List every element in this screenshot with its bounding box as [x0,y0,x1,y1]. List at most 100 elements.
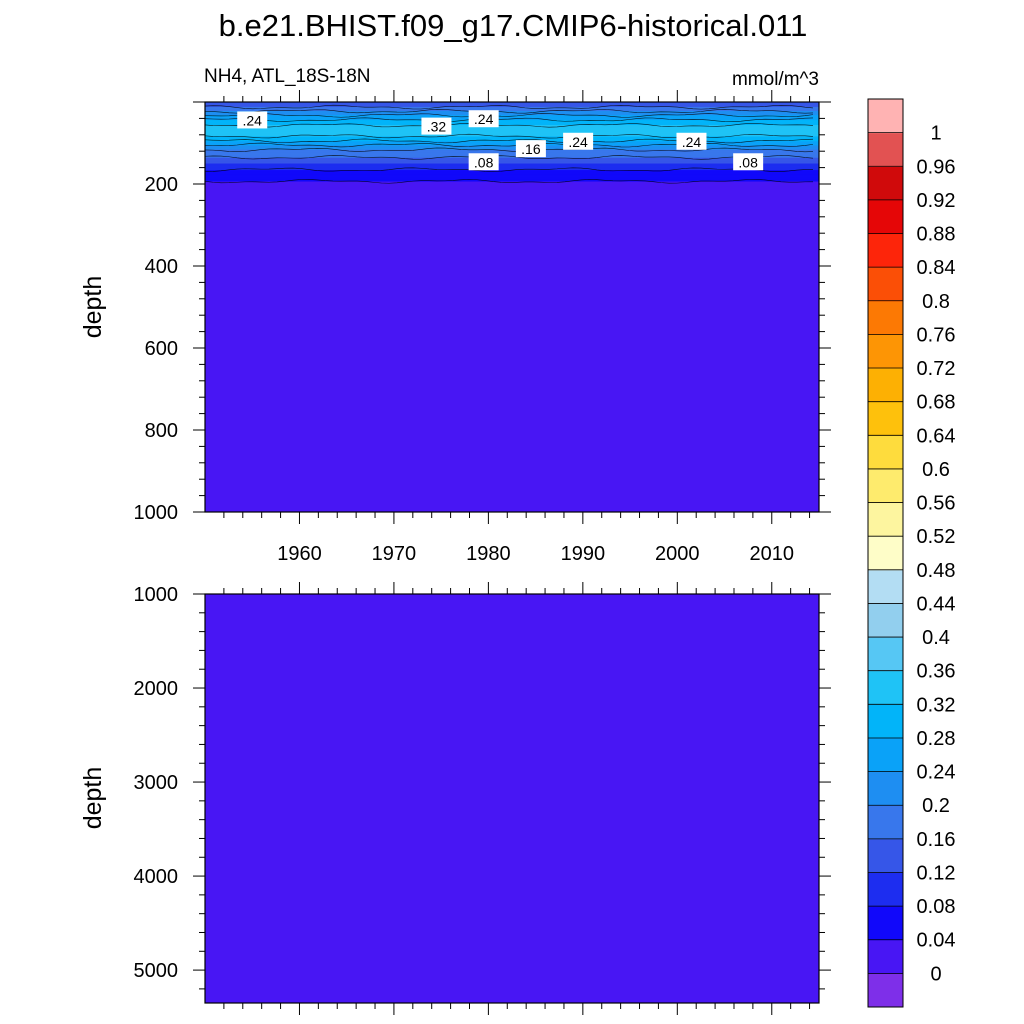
upper-depth-band [205,112,819,115]
lower-ylabel: depth [79,767,107,830]
colorbar-label: 0.16 [917,829,956,851]
y-tick-label: 1000 [134,584,179,606]
upper-depth-band [205,111,819,113]
y-tick-label: 200 [145,174,178,196]
colorbar-box [868,199,903,235]
upper-depth-band [205,155,819,157]
upper-depth-band [205,165,819,168]
y-tick-label: 5000 [134,960,179,982]
upper-depth-band [205,124,819,126]
lower-panel: 1000 2000 3000 4000 5000 depth [79,582,831,1015]
x-tick-label: 1970 [372,543,417,565]
colorbar-label: 0.76 [917,324,956,346]
upper-depth-band [205,164,819,166]
colorbar-label: 0.72 [917,358,956,380]
upper-depth-band [205,110,819,112]
colorbar-box [868,233,903,268]
lower-contour-field [205,594,819,1003]
colorbar-box [868,401,903,436]
contour-label-box [237,111,268,129]
colorbar-box [868,502,903,537]
colorbar-box [868,872,903,907]
y-tick-label: 4000 [134,866,179,888]
upper-depth-band [205,166,819,169]
upper-depth-band [205,114,819,116]
y-tick-label: 2000 [134,678,179,700]
colorbar-label: 0.96 [917,156,956,178]
upper-depth-band [205,156,819,159]
upper-depth-band [205,128,819,130]
upper-plot-frame [204,101,820,513]
colorbar-label: 0.48 [917,560,956,582]
colorbar-box [868,368,903,403]
upper-depth-band [205,113,819,115]
contour-label: .08 [738,154,758,170]
upper-depth-band [205,134,819,137]
upper-depth-band [205,171,819,174]
upper-depth-band [205,184,819,187]
upper-panel: NH4, ATL_18S-18N mmol/m^3 .24.32.24.16.2… [79,66,831,565]
colorbar-label: 0.08 [917,896,956,918]
colorbar-label: 0.32 [917,694,956,716]
y-tick-label: 3000 [134,772,179,794]
upper-contour-labels: .24 .32 .24 .16 .24 .24 .08 .08 [237,110,764,171]
upper-depth-band [205,154,819,156]
colorbar-label: 0.84 [917,257,956,279]
upper-depth-band [205,144,819,147]
upper-depth-band [205,147,819,149]
colorbar-box [868,435,903,470]
upper-depth-band [205,107,819,110]
colorbar-label: 0.24 [917,762,956,784]
contour-label: .08 [474,154,494,170]
upper-right-label: mmol/m^3 [732,69,819,90]
upper-depth-band [205,115,819,117]
upper-depth-band [205,163,819,165]
upper-depth-band [205,161,819,164]
upper-depth-band [205,177,819,179]
colorbar-box [868,334,903,369]
upper-depth-band [205,148,819,151]
upper-depth-band [205,123,819,125]
y-tick-label: 1000 [134,502,179,524]
upper-depth-band [205,137,819,139]
contour-line [205,122,814,128]
contour-line [205,117,814,123]
upper-depth-band [205,156,819,158]
upper-depth-band [205,173,819,175]
x-tick-label: 1980 [466,543,511,565]
colorbar-box [868,704,903,739]
upper-depth-band [205,145,819,147]
colorbar-box [868,468,903,504]
upper-depth-band [205,167,819,170]
colorbar-box [868,99,903,134]
y-tick-label: 600 [145,338,178,360]
y-tick-label: 400 [145,256,178,278]
upper-depth-band [205,127,819,129]
upper-depth-band [205,139,819,142]
contour-line [205,104,814,110]
upper-depth-band [205,174,819,177]
upper-depth-band [205,129,819,132]
upper-depth-band [205,165,819,167]
colorbar-label: 1 [930,123,941,145]
lower-axis-ticks: 1000 2000 3000 4000 5000 [134,582,831,1015]
contour-label: .24 [242,112,262,128]
upper-depth-band [205,160,819,162]
contour-line [205,133,814,139]
x-tick-label: 1990 [561,543,606,565]
upper-depth-band [205,157,819,160]
contour-label-box [468,153,499,171]
upper-depth-band [205,162,819,165]
colorbar-box [868,603,903,638]
upper-depth-band [205,121,819,124]
contour-label: .24 [568,134,588,150]
upper-depth-band [205,142,819,144]
upper-depth-band [205,183,819,185]
upper-depth-band [205,126,819,129]
upper-depth-band [205,172,819,174]
colorbar-label: 0.2 [922,795,950,817]
contour-label-box [676,132,707,150]
contour-line [205,147,814,153]
colorbar-box [868,939,903,974]
contour-label: .16 [521,141,541,157]
